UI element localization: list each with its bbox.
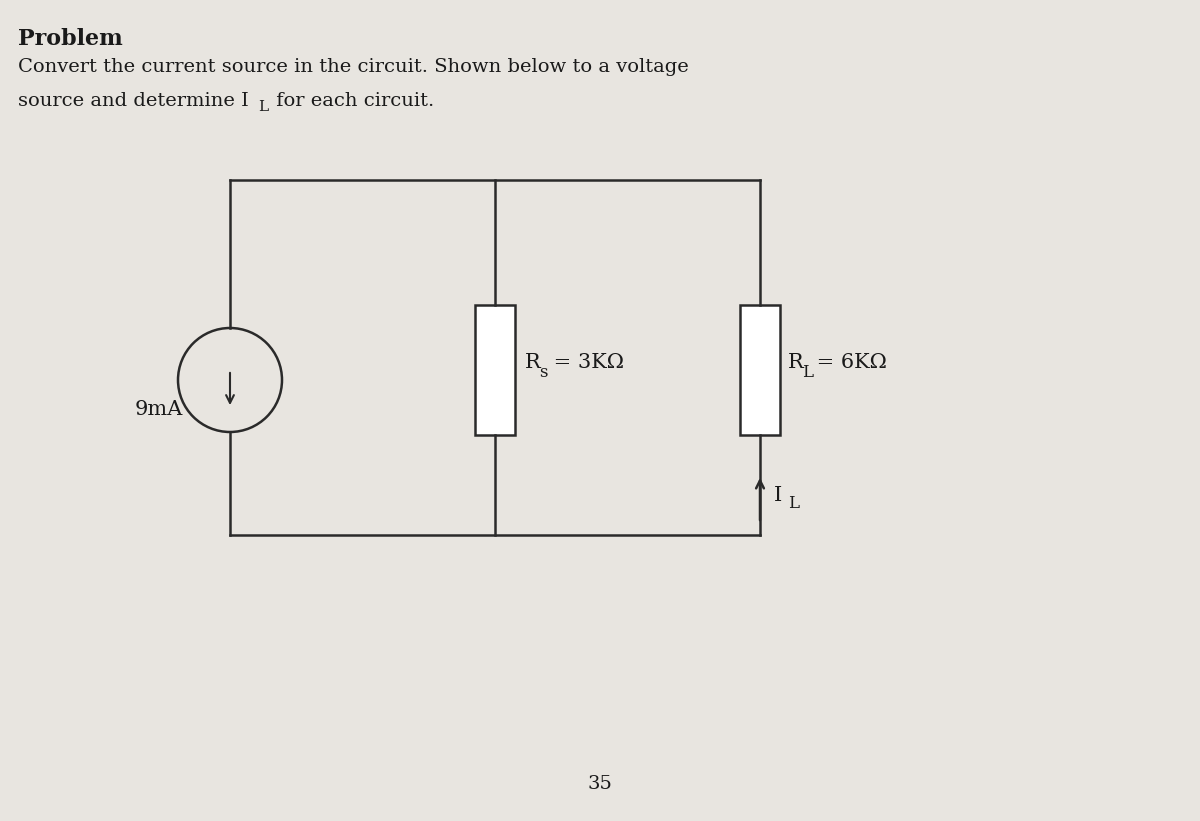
Text: Convert the current source in the circuit. Shown below to a voltage: Convert the current source in the circui… — [18, 58, 689, 76]
Text: 35: 35 — [588, 775, 612, 793]
Text: source and determine I: source and determine I — [18, 92, 248, 110]
Bar — [740, 305, 780, 435]
Text: R: R — [788, 352, 804, 371]
Bar — [475, 305, 515, 435]
Text: = 3KΩ: = 3KΩ — [547, 352, 624, 371]
Text: = 6KΩ: = 6KΩ — [810, 352, 887, 371]
Text: 9mA: 9mA — [134, 400, 184, 419]
Text: s: s — [539, 364, 547, 380]
Text: I: I — [774, 485, 782, 504]
Text: L: L — [788, 494, 799, 511]
Text: L: L — [802, 364, 814, 380]
Text: R: R — [526, 352, 541, 371]
Text: for each circuit.: for each circuit. — [270, 92, 434, 110]
Text: Problem: Problem — [18, 28, 122, 50]
Text: L: L — [258, 100, 268, 114]
